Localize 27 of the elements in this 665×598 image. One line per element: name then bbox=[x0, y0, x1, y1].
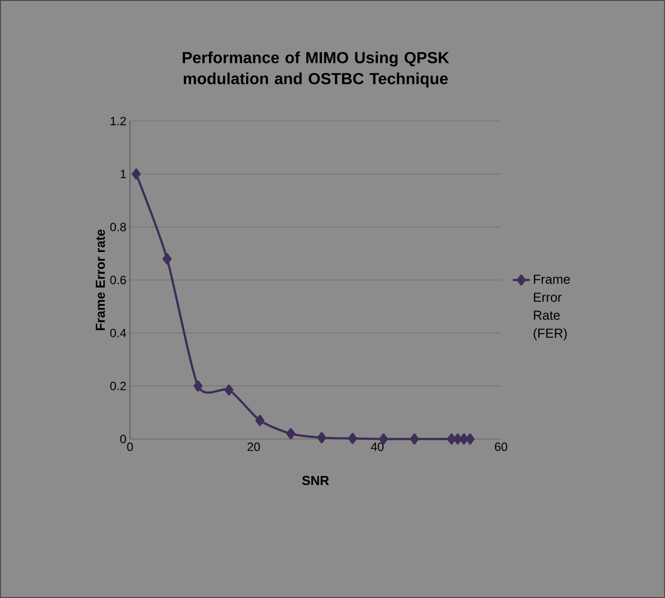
y-tick-label: 1 bbox=[120, 170, 126, 178]
point bbox=[466, 433, 475, 445]
point bbox=[317, 432, 326, 444]
y-tick-label: 0.8 bbox=[110, 222, 126, 232]
x-tick-label: 0 bbox=[127, 442, 133, 452]
x-tick-label: 40 bbox=[370, 442, 384, 452]
point bbox=[348, 432, 358, 444]
y-tick-label: 0.2 bbox=[110, 382, 126, 390]
point bbox=[410, 433, 419, 445]
point bbox=[132, 168, 141, 180]
x-tick-label: 60 bbox=[494, 442, 508, 452]
y-axis-title: Frame Error rate bbox=[96, 230, 105, 330]
point bbox=[162, 253, 172, 264]
x-axis-title: SNR bbox=[302, 476, 329, 486]
point bbox=[194, 380, 202, 392]
point bbox=[453, 433, 462, 445]
y-tick-label: 1.2 bbox=[110, 116, 126, 126]
y-tick-label: 0 bbox=[120, 434, 126, 444]
x-tick-label: 20 bbox=[248, 442, 260, 452]
legend-label: Frame Error Rate (FER) bbox=[534, 274, 570, 340]
y-tick-label: 0.6 bbox=[110, 276, 126, 284]
point bbox=[224, 384, 234, 396]
point bbox=[459, 433, 468, 445]
chart-title: Performance of MIMO Using QPSK modulation and OSTBC Technique bbox=[182, 52, 450, 88]
point bbox=[286, 428, 296, 440]
point bbox=[255, 414, 264, 426]
y-tick-label: 0.4 bbox=[110, 328, 126, 338]
